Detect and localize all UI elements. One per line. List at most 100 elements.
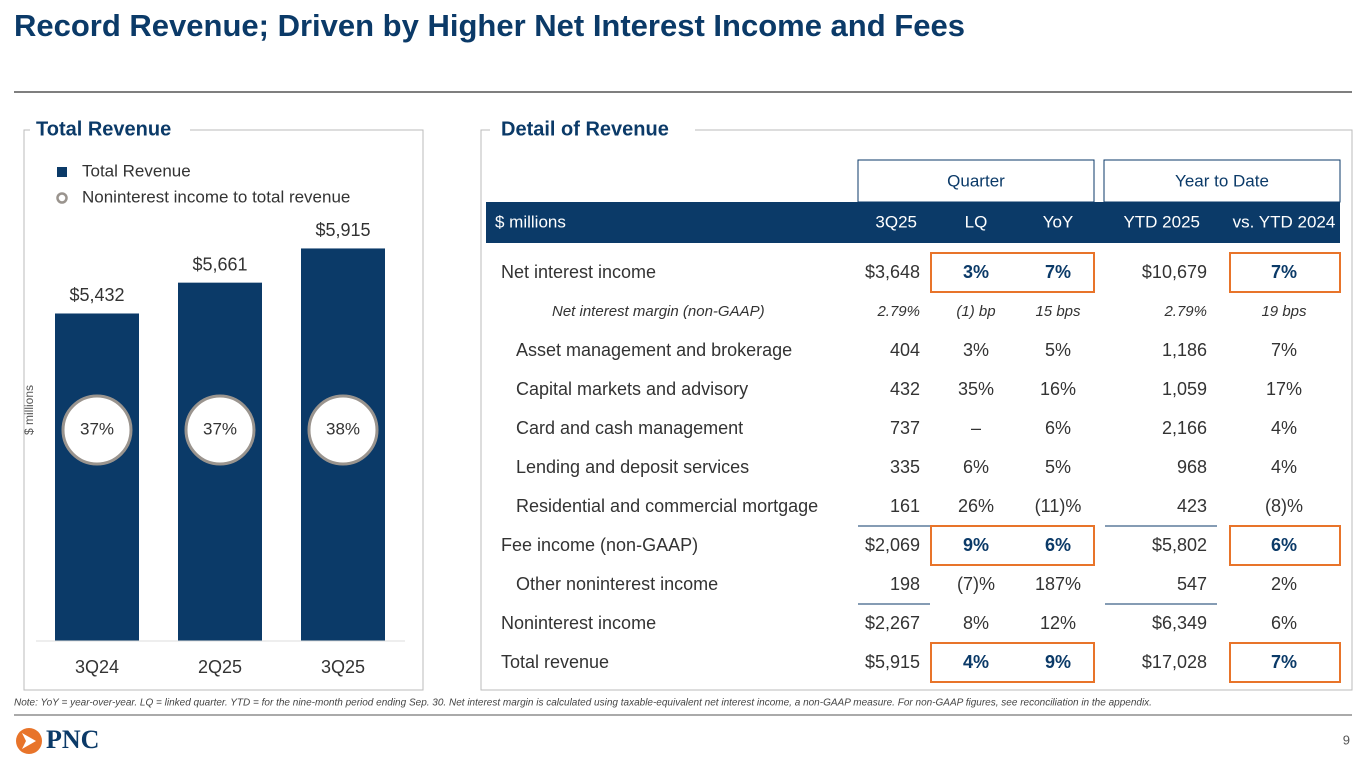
cell: $2,069 — [865, 535, 920, 555]
column-header: YoY — [1043, 212, 1074, 231]
y-axis-label: $ millions — [22, 385, 36, 435]
column-header: 3Q25 — [875, 212, 917, 231]
x-tick-label: 2Q25 — [198, 657, 242, 677]
cell: 198 — [890, 574, 920, 594]
row-label: Noninterest income — [501, 613, 656, 633]
cell: 8% — [963, 613, 989, 633]
cell: (7)% — [957, 574, 995, 594]
highlight-box — [930, 525, 1095, 566]
cell: 19 bps — [1261, 303, 1307, 320]
cell: (1) bp — [956, 303, 995, 320]
cell: 968 — [1177, 457, 1207, 477]
x-tick-label: 3Q24 — [75, 657, 119, 677]
table-panel — [480, 129, 1353, 691]
column-header: vs. YTD 2024 — [1233, 212, 1336, 231]
data-label: $5,915 — [315, 220, 370, 240]
footnote: Note: YoY = year-over-year. LQ = linked … — [14, 698, 1152, 709]
row-label: Total revenue — [501, 652, 609, 672]
cell: 7% — [1271, 262, 1297, 282]
cell: 1,186 — [1162, 340, 1207, 360]
cell: 4% — [1271, 418, 1297, 438]
cell: (8)% — [1265, 496, 1303, 516]
cell: 12% — [1040, 613, 1076, 633]
page-number: 9 — [1343, 732, 1350, 747]
cell: 35% — [958, 379, 994, 399]
cell: – — [971, 418, 981, 438]
group-header: Quarter — [947, 171, 1005, 190]
legend-label: Noninterest income to total revenue — [82, 187, 350, 206]
highlight-box — [1229, 642, 1341, 683]
ratio-marker — [307, 394, 379, 466]
slide-title: Record Revenue; Driven by Higher Net Int… — [14, 8, 965, 43]
data-label: $5,661 — [192, 254, 247, 274]
logo-icon — [16, 728, 42, 754]
cell: 2,166 — [1162, 418, 1207, 438]
ratio-marker — [184, 394, 256, 466]
cell: 7% — [1045, 262, 1071, 282]
column-header: $ millions — [495, 212, 566, 231]
highlight-box — [930, 252, 1095, 293]
ratio-marker — [61, 394, 133, 466]
column-header: YTD 2025 — [1123, 212, 1200, 231]
cell: 4% — [1271, 457, 1297, 477]
cell: (11)% — [1035, 496, 1082, 516]
cell: 5% — [1045, 340, 1071, 360]
cell: 26% — [958, 496, 994, 516]
legend-marker — [57, 167, 67, 177]
group-header-box — [1103, 159, 1341, 203]
cell: 15 bps — [1035, 303, 1081, 320]
cell: 6% — [963, 457, 989, 477]
group-header: Year to Date — [1175, 171, 1269, 190]
cell: 335 — [890, 457, 920, 477]
cell: 6% — [1271, 613, 1297, 633]
cell: 404 — [890, 340, 920, 360]
cell: 6% — [1045, 418, 1071, 438]
cell: 6% — [1045, 535, 1071, 555]
row-label: Net interest margin (non-GAAP) — [552, 303, 765, 320]
cell: 161 — [890, 496, 920, 516]
cell: 4% — [963, 652, 989, 672]
group-header-box — [857, 159, 1095, 203]
cell: 7% — [1271, 652, 1297, 672]
cell: 17% — [1266, 379, 1302, 399]
cell: 2.79% — [1163, 303, 1207, 320]
row-label: Capital markets and advisory — [516, 379, 748, 399]
row-label: Asset management and brokerage — [516, 340, 792, 360]
bar — [55, 313, 139, 641]
cell: 1,059 — [1162, 379, 1207, 399]
data-label: $5,432 — [69, 285, 124, 305]
row-label: Other noninterest income — [516, 574, 718, 594]
cell: 432 — [890, 379, 920, 399]
cell: 737 — [890, 418, 920, 438]
cell: 2% — [1271, 574, 1297, 594]
panel-title: Detail of Revenue — [501, 118, 669, 140]
row-label: Card and cash management — [516, 418, 743, 438]
row-label: Fee income (non-GAAP) — [501, 535, 698, 555]
panel-title: Total Revenue — [36, 118, 171, 140]
highlight-box — [1229, 525, 1341, 566]
row-label: Net interest income — [501, 262, 656, 282]
header-row — [486, 202, 1340, 243]
x-tick-label: 3Q25 — [321, 657, 365, 677]
cell: 2.79% — [876, 303, 920, 320]
cell: $5,802 — [1152, 535, 1207, 555]
highlight-box — [930, 642, 1095, 683]
cell: 9% — [1045, 652, 1071, 672]
legend-marker — [56, 192, 68, 204]
row-label: Lending and deposit services — [516, 457, 749, 477]
panel-title-bg — [490, 118, 695, 142]
ratio-label: 37% — [80, 419, 114, 438]
column-header: LQ — [965, 212, 988, 231]
ratio-label: 37% — [203, 419, 237, 438]
cell: 16% — [1040, 379, 1076, 399]
row-label: Residential and commercial mortgage — [516, 496, 818, 516]
cell: 547 — [1177, 574, 1207, 594]
cell: 7% — [1271, 340, 1297, 360]
cell: 6% — [1271, 535, 1297, 555]
cell: 3% — [963, 262, 989, 282]
cell: $5,915 — [865, 652, 920, 672]
legend-label: Total Revenue — [82, 161, 191, 180]
cell: 5% — [1045, 457, 1071, 477]
